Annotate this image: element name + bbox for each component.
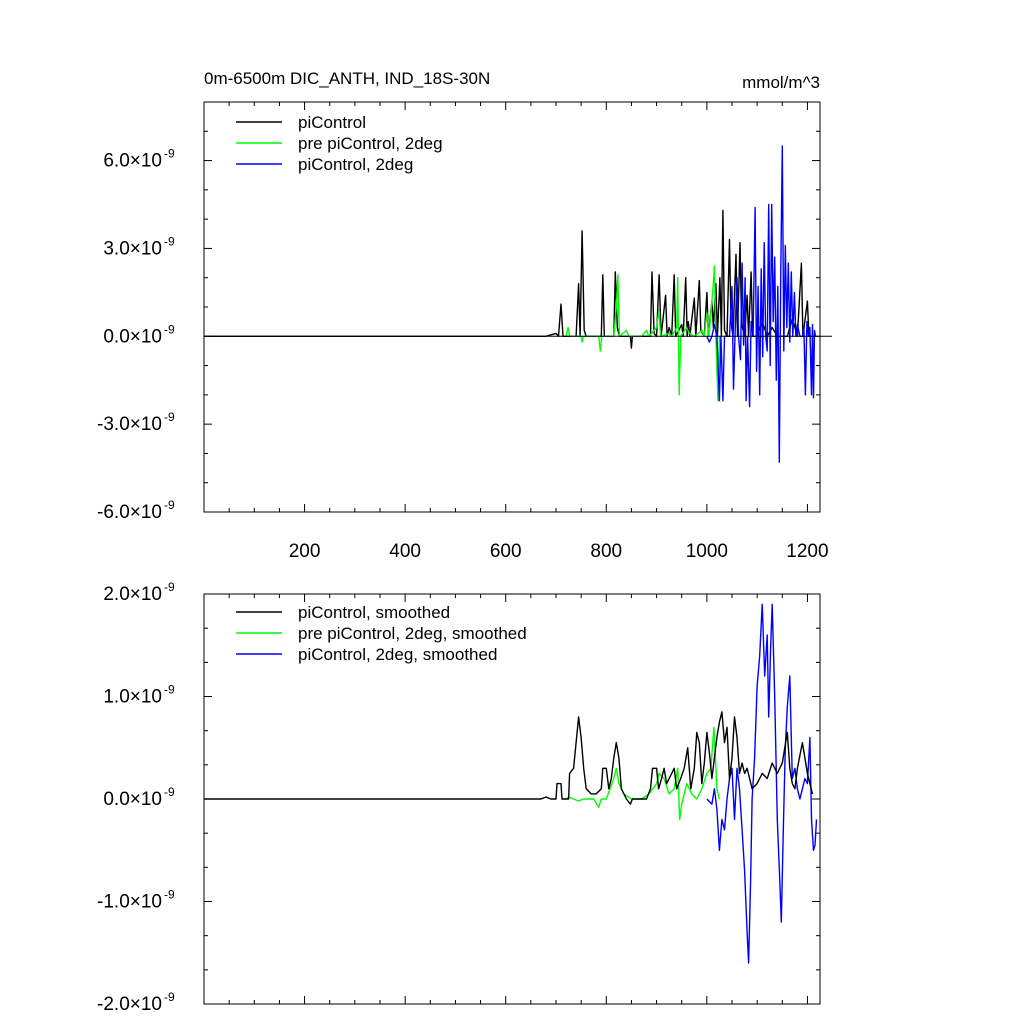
y-tick-exponent: -9 — [164, 683, 175, 697]
y-tick-label: 6.0×10 — [103, 151, 162, 172]
legend-label: piControl, smoothed — [298, 603, 450, 622]
y-tick-label: 1.0×10 — [103, 687, 162, 708]
x-tick-label: 1200 — [786, 541, 828, 562]
legend-label: piControl, 2deg — [298, 155, 413, 174]
y-tick-label: -6.0×10 — [97, 502, 162, 523]
y-tick-label: -2.0×10 — [97, 994, 162, 1015]
y-tick-exponent: -9 — [164, 234, 175, 248]
legend-label: piControl — [298, 113, 366, 132]
top-plot-area: 200 400 600 800 1000 1200-6.0×10 -9-3.0×10 -90.… — [97, 101, 832, 562]
y-tick-label: 0.0×10 — [103, 326, 162, 347]
y-tick-label: -3.0×10 — [97, 414, 162, 435]
y-tick-exponent: -9 — [164, 322, 175, 336]
series-line — [565, 265, 721, 402]
x-tick-label: 400 — [389, 541, 421, 562]
y-tick-exponent: -9 — [164, 498, 175, 512]
legend-label: pre piControl, 2deg, smoothed — [298, 624, 527, 643]
y-tick-exponent: -9 — [164, 785, 175, 799]
y-tick-exponent: -9 — [164, 580, 175, 594]
series-line — [565, 726, 721, 821]
legend-label: pre piControl, 2deg — [298, 134, 443, 153]
x-tick-label: 200 — [289, 541, 321, 562]
bottom-plot-area: -2.0×10 -9-1.0×10 -90.0×10 -91.0×10 -92.0×10… — [97, 580, 821, 1015]
top-chart-title: 0m-6500m DIC_ANTH, IND_18S-30N — [204, 69, 490, 88]
x-tick-label: 1000 — [686, 541, 728, 562]
series-line — [204, 711, 814, 805]
y-tick-label: 3.0×10 — [103, 238, 162, 259]
top-panel: 0m-6500m DIC_ANTH, IND_18S-30N mmol/m^3 … — [97, 69, 832, 562]
y-tick-exponent: -9 — [164, 410, 175, 424]
y-tick-label: 2.0×10 — [103, 584, 162, 605]
series-line — [204, 209, 813, 349]
top-chart-units: mmol/m^3 — [742, 73, 820, 92]
x-tick-label: 800 — [590, 541, 622, 562]
y-tick-exponent: -9 — [164, 147, 175, 161]
legend-label: piControl, 2deg, smoothed — [298, 645, 497, 664]
y-tick-label: -1.0×10 — [97, 892, 162, 913]
series-line — [706, 603, 818, 964]
y-tick-exponent: -9 — [164, 990, 175, 1004]
x-tick-label: 600 — [490, 541, 522, 562]
y-tick-exponent: -9 — [164, 888, 175, 902]
y-tick-label: 0.0×10 — [103, 789, 162, 810]
bottom-panel: -2.0×10 -9-1.0×10 -90.0×10 -91.0×10 -92.0×10… — [97, 580, 821, 1015]
